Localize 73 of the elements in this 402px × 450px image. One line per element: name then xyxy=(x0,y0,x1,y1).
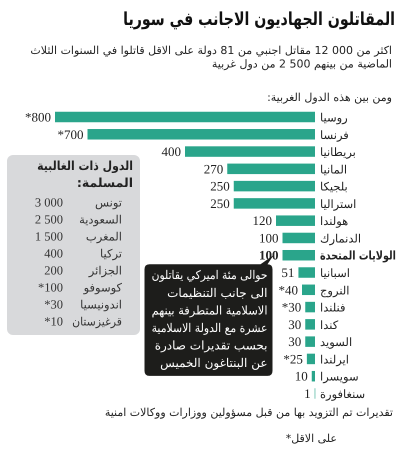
bar xyxy=(298,267,315,278)
y-tick-label: النروج xyxy=(320,283,350,298)
data-label: *100 xyxy=(38,280,63,294)
bar xyxy=(282,232,315,244)
data-label: 400 xyxy=(44,246,63,260)
text: تقديرات تم التزويد بها من قبل مسؤولين ووزارات ووكالات امنية xyxy=(104,406,393,419)
y-tick-label: المانيا xyxy=(320,162,348,176)
y-tick-label: اسبانيا xyxy=(320,266,350,280)
data-label: *40 xyxy=(278,282,298,298)
y-tick-label: استراليا xyxy=(320,196,356,211)
data-label: *30 xyxy=(282,300,302,315)
y-tick-label: بلجيكا xyxy=(320,180,348,194)
y-tick-label: هولندا xyxy=(320,214,348,228)
y-tick-label: كندا xyxy=(320,318,339,332)
data-label: 1 500 xyxy=(34,230,63,244)
text: الدول ذات الغالبية المسلمة: xyxy=(37,158,133,190)
bar xyxy=(282,250,315,260)
data-label: 400 xyxy=(162,144,181,160)
data-label: 1 xyxy=(304,386,311,401)
y-tick-label: سويسرا xyxy=(320,370,359,384)
data-label: 250 xyxy=(210,196,230,211)
text: *على الاقل xyxy=(286,432,337,445)
bar xyxy=(302,284,315,296)
annotation: حوالى مئة اميركي يقاتلون الى جانب التنظيمات الاسلامية المتطرفة بينهم عشرة مع الدولة الاسلامية بحسب تقديرات صادرة عن البنتاغون الخميس xyxy=(152,268,268,370)
bar xyxy=(276,215,315,226)
data-label: 30 xyxy=(288,334,302,350)
category-label: السعودية xyxy=(79,212,122,226)
bar xyxy=(305,336,315,347)
bar xyxy=(227,164,315,174)
bar xyxy=(55,112,315,122)
data-label: *25 xyxy=(283,351,303,366)
y-tick-label: بريطانيا xyxy=(320,145,356,160)
y-tick-label: الدنمارك xyxy=(320,231,362,246)
bar xyxy=(305,302,315,312)
y-tick-label: ايرلندا xyxy=(320,352,349,366)
data-label: 250 xyxy=(210,178,230,194)
y-tick-label: روسيا xyxy=(320,110,348,124)
data-label: 100 xyxy=(259,230,278,246)
data-label: *30 xyxy=(44,298,63,312)
category-label: اندونيسيا xyxy=(80,298,122,312)
y-tick-label: السويد xyxy=(320,335,352,350)
category-label: الجزائر xyxy=(88,264,122,278)
y-tick-label: الولايات المتحدة xyxy=(320,248,396,264)
data-label: *700 xyxy=(58,126,84,142)
data-label: 270 xyxy=(204,161,224,176)
bar xyxy=(305,319,315,330)
bar xyxy=(234,180,315,192)
chart-subtitle: اكثر من 12 000 مقاتل اجنبي من 81 دولة على الاقل قاتلوا في السنوات الثلاث الماضية من بينهم 2 500 من دول غربية xyxy=(30,44,392,70)
data-label: 30 xyxy=(288,316,302,332)
category-label: قرغيزستان xyxy=(72,315,122,329)
category-label: المغرب xyxy=(86,230,122,244)
data-label: 10 xyxy=(294,368,308,384)
text: ومن بين هذه الدول الغربية: xyxy=(267,91,392,104)
data-label: 2 500 xyxy=(34,212,63,226)
data-label: *800 xyxy=(25,110,51,124)
y-tick-label: فرنسا xyxy=(320,128,349,142)
bar xyxy=(185,146,315,157)
bar xyxy=(234,198,315,209)
category-label: تونس xyxy=(94,196,122,210)
data-label: 200 xyxy=(44,264,63,278)
chart-title: المقاتلون الجهاديون الاجانب في سوريا xyxy=(123,8,395,30)
category-label: تركيا xyxy=(100,246,122,260)
data-label: 100 xyxy=(259,248,278,263)
data-label: 120 xyxy=(252,213,272,228)
data-label: 3 000 xyxy=(34,196,63,210)
data-label: *10 xyxy=(44,314,63,328)
bar xyxy=(88,129,315,140)
y-tick-label: سنغافورة xyxy=(320,386,366,401)
y-tick-label: فنلندا xyxy=(320,300,346,315)
bar xyxy=(306,354,315,364)
bar xyxy=(312,370,315,382)
data-label: 51 xyxy=(281,265,294,280)
category-label: كوسوفو xyxy=(82,280,123,294)
